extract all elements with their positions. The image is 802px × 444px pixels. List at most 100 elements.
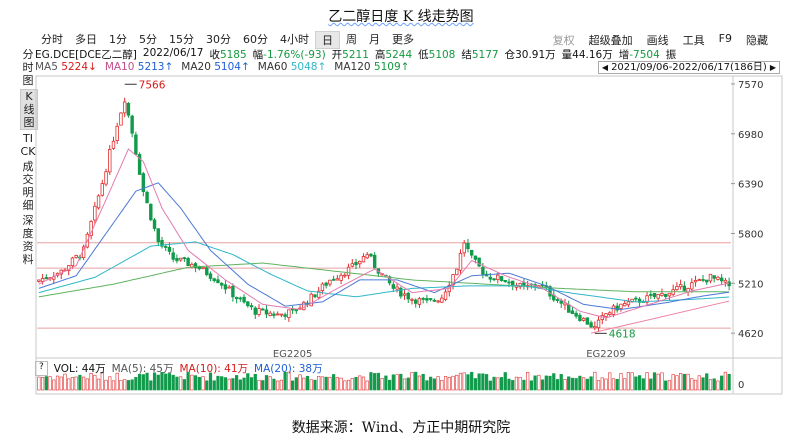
- volume-bar: [701, 377, 705, 391]
- volume-bar: [387, 379, 392, 391]
- candle-body: [242, 296, 246, 303]
- open-interest: 仓30.91万: [504, 49, 556, 61]
- volume-bar: [641, 378, 645, 391]
- period-tab-6[interactable]: 60分: [243, 33, 268, 46]
- volume-bar: [447, 377, 451, 391]
- candle-body: [268, 312, 272, 316]
- candle-body: [216, 279, 220, 284]
- candle-body: [130, 115, 134, 134]
- period-tab-5[interactable]: 30分: [206, 33, 231, 46]
- volume-bar: [574, 378, 578, 391]
- candle-body: [697, 279, 701, 282]
- period-tab-3[interactable]: 5分: [139, 33, 157, 46]
- period-tab-2[interactable]: 1分: [109, 33, 127, 46]
- candle-body: [67, 265, 71, 271]
- volume-bar: [652, 372, 657, 391]
- candle-body: [455, 268, 459, 276]
- volume-bar: [205, 380, 209, 391]
- volume-bar: [637, 375, 642, 391]
- hide-button[interactable]: 隐藏: [746, 34, 768, 47]
- candle-body: [574, 312, 578, 317]
- period-tab-9[interactable]: 周: [346, 33, 357, 46]
- drawing-button[interactable]: 画线: [646, 34, 669, 47]
- volume-bar: [630, 372, 634, 391]
- period-tab-10[interactable]: 月: [369, 33, 380, 46]
- candle-body: [615, 305, 619, 311]
- volume-bar: [324, 376, 328, 391]
- volume-bar: [59, 376, 63, 391]
- candle-body: [275, 313, 280, 316]
- ma20-legend: MA20 5104↑: [181, 61, 250, 73]
- candle-body: [223, 284, 228, 290]
- volume-bar: [425, 380, 429, 391]
- volume-bar: [690, 378, 694, 391]
- candle-body: [290, 308, 295, 311]
- period-tab-1[interactable]: 多日: [75, 33, 97, 46]
- side-tab-2[interactable]: TICK: [20, 132, 36, 158]
- candle-body: [365, 254, 369, 259]
- volume-bar: [212, 380, 216, 391]
- side-tab-3[interactable]: 成交明细: [22, 160, 34, 212]
- candle-body: [115, 125, 119, 141]
- volume-header: ? VOL: 44万 MA(5): 45万 MA(10): 41万 MA(20)…: [35, 361, 323, 376]
- candle-body: [152, 219, 157, 229]
- x-axis-contract-label: EG2209: [586, 349, 626, 360]
- candle-body: [417, 298, 422, 305]
- volume-bar: [332, 374, 336, 391]
- candle-body: [589, 322, 593, 328]
- volume-bar: [693, 379, 698, 391]
- candle-body: [667, 292, 672, 297]
- volume-bar: [373, 373, 377, 391]
- candle-body: [141, 173, 146, 192]
- period-tab-0[interactable]: 分时: [41, 33, 63, 46]
- volume-bar: [720, 375, 724, 391]
- volume-bar: [485, 374, 489, 391]
- volume-bar: [582, 377, 586, 391]
- candle-body: [145, 191, 149, 204]
- candle-body: [186, 257, 190, 267]
- volume-bar: [100, 372, 104, 391]
- vol-ma10: MA(10): 41万: [179, 363, 249, 375]
- tools-button[interactable]: 工具: [682, 34, 705, 47]
- volume-bar: [242, 377, 246, 391]
- volume-bar: [320, 376, 325, 391]
- volume-bar: [182, 379, 186, 391]
- period-tab-11[interactable]: 更多: [392, 33, 414, 46]
- volume-bar: [682, 373, 686, 391]
- volume-bar: [223, 377, 228, 391]
- volume-bar: [596, 380, 601, 391]
- side-tab-1[interactable]: K线图: [20, 89, 38, 130]
- volume-bar: [488, 380, 492, 391]
- period-tab-4[interactable]: 15分: [169, 33, 194, 46]
- y-tick-label: 5800: [738, 229, 763, 240]
- volume-bar: [660, 372, 664, 391]
- period-tab-7[interactable]: 4小时: [280, 33, 309, 46]
- volume-bar: [111, 380, 116, 391]
- super-overlay-button[interactable]: 超级叠加: [588, 34, 633, 47]
- f9-button[interactable]: F9: [718, 32, 732, 45]
- date-range-selector[interactable]: ◀ 2021/09/06-2022/06/17(186日) ▶: [597, 61, 780, 74]
- volume-bar: [656, 373, 660, 391]
- restore-rights-button[interactable]: 复权: [552, 34, 575, 47]
- side-tab-4[interactable]: 深度资料: [22, 214, 34, 266]
- volume-bar: [708, 379, 713, 391]
- candle-body: [96, 195, 101, 209]
- volume-bar: [380, 378, 384, 391]
- volume-bar: [671, 374, 675, 391]
- chart-frame: [35, 75, 783, 395]
- volume-bar: [156, 374, 160, 391]
- candle-body: [395, 286, 399, 290]
- volume-bar: [455, 374, 459, 391]
- volume-bar: [548, 375, 552, 391]
- volume-bar: [44, 376, 48, 391]
- help-icon[interactable]: ?: [35, 361, 48, 376]
- side-tab-0[interactable]: 分时图: [22, 48, 34, 87]
- volume-bar: [123, 379, 127, 391]
- volume-bar: [499, 377, 504, 391]
- candle-body: [421, 298, 425, 300]
- candle-body: [660, 293, 664, 296]
- settle-price: 结5177: [461, 49, 499, 61]
- candle-body: [436, 300, 440, 303]
- period-tab-8[interactable]: 日: [315, 31, 340, 49]
- volume-bar: [604, 378, 608, 391]
